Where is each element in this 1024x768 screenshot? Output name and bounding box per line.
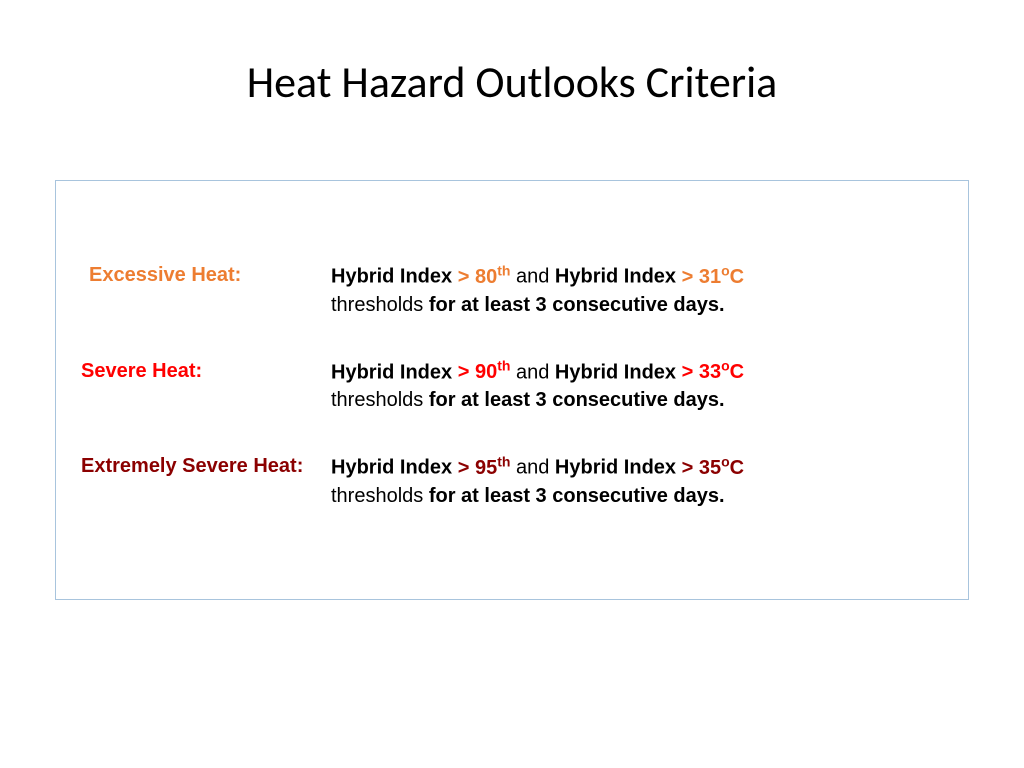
percentile-threshold: > 90th: [458, 361, 511, 383]
criteria-row-excessive: Excessive Heat: Hybrid Index > 80th and …: [81, 261, 948, 319]
condition-bold: for at least 3 consecutive days.: [429, 485, 725, 507]
index-label: Hybrid Index: [555, 457, 676, 479]
criteria-row-severe: Severe Heat: Hybrid Index > 90th and Hyb…: [81, 357, 948, 415]
connector: and: [510, 457, 554, 479]
condition-bold: for at least 3 consecutive days.: [429, 294, 725, 316]
percentile-threshold: > 95th: [458, 457, 511, 479]
criteria-description: Hybrid Index > 90th and Hybrid Index > 3…: [331, 357, 948, 415]
index-label: Hybrid Index: [555, 361, 676, 383]
condition-prefix: thresholds: [331, 389, 429, 411]
index-label: Hybrid Index: [331, 457, 452, 479]
condition-prefix: thresholds: [331, 485, 429, 507]
index-label: Hybrid Index: [331, 361, 452, 383]
index-label: Hybrid Index: [331, 266, 452, 288]
criteria-label: Excessive Heat:: [81, 261, 331, 319]
condition-bold: for at least 3 consecutive days.: [429, 389, 725, 411]
connector: and: [510, 361, 554, 383]
criteria-box: Excessive Heat: Hybrid Index > 80th and …: [55, 180, 969, 600]
temp-threshold: > 31oC: [682, 266, 745, 288]
temp-threshold: > 35oC: [682, 457, 745, 479]
page-title: Heat Hazard Outlooks Criteria: [0, 0, 1024, 109]
criteria-label: Extremely Severe Heat:: [81, 452, 331, 510]
condition-prefix: thresholds: [331, 294, 429, 316]
index-label: Hybrid Index: [555, 266, 676, 288]
percentile-threshold: > 80th: [458, 266, 511, 288]
criteria-label: Severe Heat:: [81, 357, 331, 415]
connector: and: [510, 266, 554, 288]
criteria-description: Hybrid Index > 80th and Hybrid Index > 3…: [331, 261, 948, 319]
criteria-row-extreme: Extremely Severe Heat: Hybrid Index > 95…: [81, 452, 948, 510]
criteria-description: Hybrid Index > 95th and Hybrid Index > 3…: [331, 452, 948, 510]
temp-threshold: > 33oC: [682, 361, 745, 383]
